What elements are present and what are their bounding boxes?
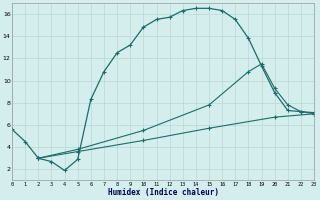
X-axis label: Humidex (Indice chaleur): Humidex (Indice chaleur): [108, 188, 219, 197]
